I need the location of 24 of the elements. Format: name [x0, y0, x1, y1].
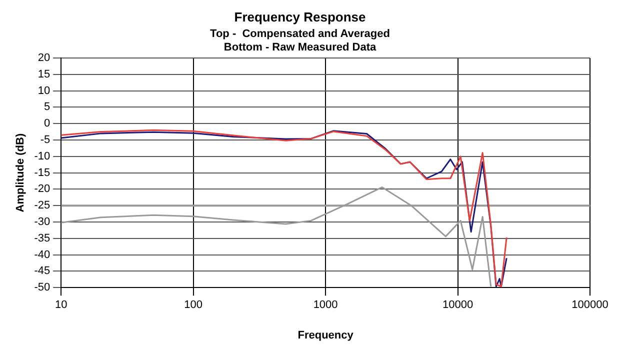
x-tick-label: 10	[54, 299, 68, 312]
x-axis-title: Frequency	[298, 329, 354, 342]
y-tick-label: -45	[34, 265, 50, 278]
y-tick-label: -20	[34, 183, 50, 196]
y-tick-label: -40	[34, 248, 50, 261]
y-tick-label: 15	[38, 68, 50, 80]
x-tick-label: 10000	[442, 299, 474, 312]
chart-title: Frequency Response	[234, 9, 366, 24]
y-tick-label: 5	[44, 101, 50, 114]
y-tick-label: -30	[34, 216, 50, 228]
y-tick-label: -5	[40, 134, 50, 146]
y-tick-label: -35	[34, 232, 50, 244]
x-tick-label: 100000	[572, 299, 608, 312]
y-tick-label: 20	[38, 52, 50, 64]
chart-subtitle: Top - Compensated and Averaged Bottom - Raw Measured Data	[210, 28, 390, 54]
y-tick-label: -25	[34, 200, 50, 212]
y-tick-label: 10	[38, 84, 50, 97]
y-tick-label: 0	[44, 118, 50, 130]
y-tick-label: -50	[34, 282, 50, 294]
y-axis-title: Amplitude (dB)	[14, 133, 27, 212]
x-tick-label: 100	[184, 299, 203, 312]
y-tick-label: -10	[34, 150, 50, 162]
x-tick-label: 1000	[313, 299, 338, 312]
y-tick-label: -15	[34, 166, 50, 179]
